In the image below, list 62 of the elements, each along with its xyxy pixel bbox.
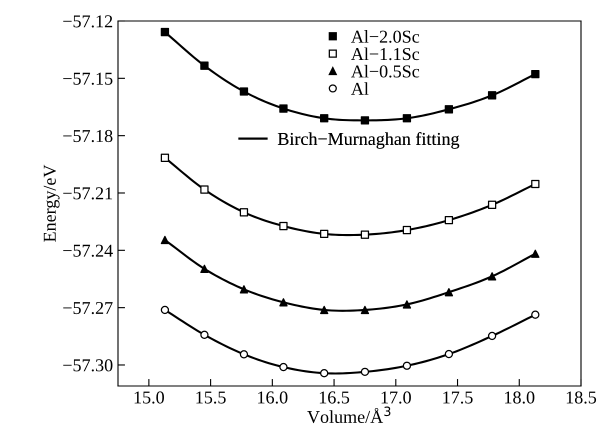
point <box>444 350 454 358</box>
point <box>320 114 328 122</box>
point <box>402 114 412 122</box>
y-tick-label: −57.27 <box>63 302 113 314</box>
point <box>531 180 540 188</box>
point <box>320 369 328 378</box>
x-tick-label: 15.0 <box>134 391 164 404</box>
y-tick-label: −57.18 <box>63 130 112 142</box>
point <box>402 362 412 370</box>
point <box>200 264 209 274</box>
point <box>531 70 540 78</box>
point <box>488 332 496 340</box>
x-tick-label: 16.0 <box>258 391 288 404</box>
point <box>279 362 288 372</box>
point <box>240 350 248 358</box>
legend-label: Al−2.0Sc <box>351 30 420 43</box>
point <box>320 306 328 314</box>
x-tick-label: 18.5 <box>566 391 596 404</box>
y-tick-label: −57.15 <box>63 72 112 85</box>
point <box>402 226 412 234</box>
x-tick-label: 17.0 <box>382 391 411 404</box>
point <box>360 306 370 314</box>
y-tick-label: −57.24 <box>63 244 113 257</box>
point <box>488 200 496 210</box>
point <box>160 154 170 162</box>
point <box>488 272 496 280</box>
point <box>160 236 170 244</box>
legend-label: Birch−Murnaghan fitting <box>278 132 460 149</box>
point <box>279 222 288 230</box>
point <box>200 330 209 339</box>
x-tick-label: 15.5 <box>196 391 226 404</box>
point <box>200 185 209 194</box>
point <box>360 116 370 125</box>
point <box>240 285 248 294</box>
x-tick-label: 17.5 <box>443 391 473 404</box>
legend-label: Al−0.5Sc <box>351 64 420 78</box>
point <box>160 306 170 314</box>
legend-label: Al <box>351 82 369 95</box>
x-tick-label: 16.5 <box>320 391 350 404</box>
point <box>402 300 412 309</box>
point <box>240 87 248 96</box>
point <box>360 230 370 239</box>
point <box>160 28 170 36</box>
y-tick-label: −57.21 <box>63 187 112 200</box>
y-tick-label: −57.12 <box>63 15 112 28</box>
point <box>488 91 496 100</box>
point <box>444 288 454 296</box>
point <box>444 216 454 224</box>
point <box>444 105 454 114</box>
point <box>200 62 209 70</box>
point <box>320 230 328 238</box>
x-axis-title: Volume/Å$^{3}$ <box>307 406 390 424</box>
x-tick-label: 18.0 <box>505 391 534 404</box>
point <box>531 310 540 319</box>
point <box>240 208 248 216</box>
point <box>531 250 540 258</box>
legend-label: Al−1.1Sc <box>351 47 420 60</box>
point <box>279 298 288 306</box>
y-tick-label: −57.30 <box>63 359 112 372</box>
y-axis-title: Energy/eV <box>44 164 60 242</box>
point <box>279 104 288 113</box>
point <box>360 368 370 376</box>
